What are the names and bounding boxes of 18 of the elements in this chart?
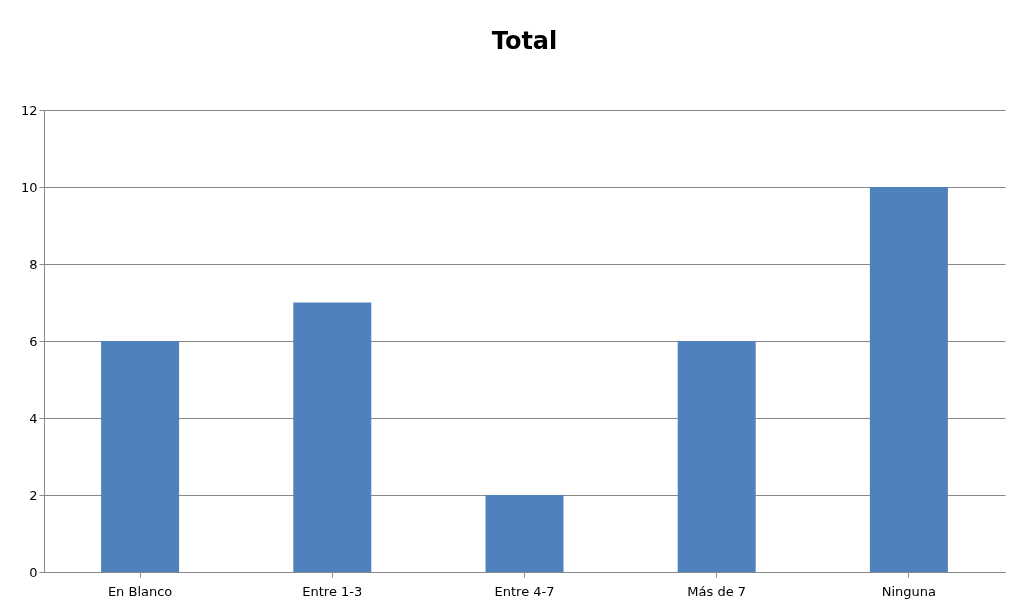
y-tick-label: 4: [29, 410, 38, 426]
x-tick-label: Entre 1-3: [302, 583, 363, 599]
x-tick-label: Más de 7: [687, 583, 747, 599]
bar: [869, 187, 948, 572]
y-tick-label: 0: [29, 564, 38, 580]
x-tick-label: Ninguna: [881, 583, 937, 599]
y-tick-label: 2: [29, 487, 38, 503]
bar: [677, 341, 756, 572]
x-tick-label: En Blanco: [107, 583, 173, 599]
y-tick-label: 10: [20, 179, 38, 195]
bar: [293, 302, 372, 572]
x-tick-label: Entre 4-7: [494, 583, 555, 599]
y-tick-label: 12: [20, 102, 38, 118]
y-tick-label: 8: [29, 256, 38, 272]
bar: [485, 495, 564, 572]
bar: [101, 341, 180, 572]
y-tick-label: 6: [29, 333, 38, 349]
chart-title: Total: [491, 27, 558, 55]
